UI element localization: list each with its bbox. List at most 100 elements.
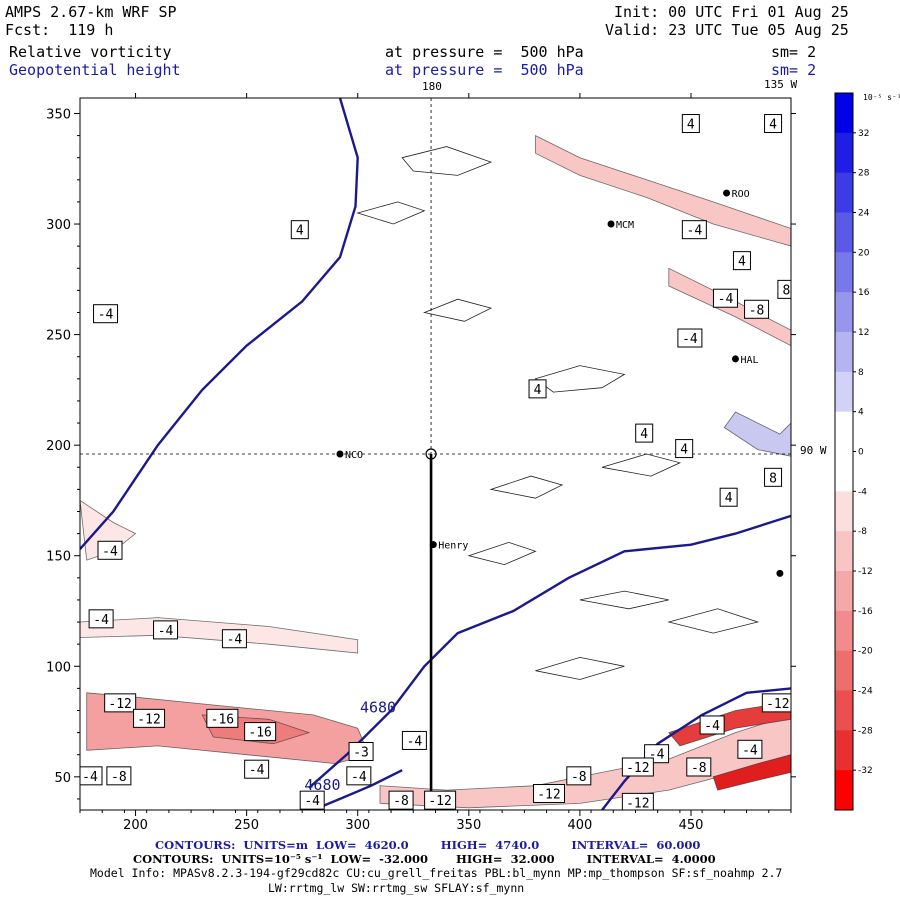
- y-tick-label-2: 150: [46, 550, 71, 565]
- contour-label-box-9: [244, 722, 277, 742]
- colorbar-label-12: -16: [858, 607, 873, 617]
- contour-label-34: -4: [718, 292, 734, 307]
- colorbar-segment-14: [835, 650, 853, 691]
- contour-label-43: -4: [893, 332, 900, 347]
- colorbar-label-14: -24: [858, 687, 873, 697]
- colorbar-segment-3: [835, 212, 853, 253]
- station-label-2: MCM: [616, 220, 634, 231]
- station-dot-2: [607, 220, 615, 228]
- station-dot-5: [776, 569, 784, 577]
- vorticity-contour-2: [423, 298, 493, 322]
- contour-label-box-31: [719, 487, 738, 507]
- contour-label-box-22: [621, 757, 654, 777]
- contour-label-box-24: [699, 715, 725, 735]
- contour-label-box-14: [244, 759, 270, 779]
- height-label-1: 4680: [304, 776, 340, 794]
- vorticity-band-5: [535, 134, 791, 247]
- colorbar-segment-15: [835, 690, 853, 731]
- x-tick-label-0: 200: [123, 818, 148, 833]
- y-tick-label-3: 200: [46, 439, 71, 454]
- contour-label-12: -4: [82, 770, 98, 785]
- contour-label-box-33: [677, 328, 703, 348]
- contour-label-box-35: [744, 299, 770, 319]
- contour-label-25: -4: [742, 743, 758, 758]
- model-title: AMPS 2.67-km WRF SP: [5, 3, 177, 21]
- station-label-1: Henry: [438, 541, 468, 552]
- colorbar-segment-2: [835, 172, 853, 213]
- contour-label-31: 4: [725, 491, 733, 506]
- contour-label-8: -16: [211, 712, 234, 727]
- y-tick-label-5: 300: [46, 218, 71, 233]
- contour-label-box-20: [566, 766, 592, 786]
- footer-model-info: Model Info: MPASv8.2.3-194-gf29cd82c CU:…: [90, 866, 783, 880]
- contour-label-32: 8: [769, 471, 777, 486]
- contour-label-35: -8: [749, 303, 765, 318]
- contour-label-box-28: [528, 379, 547, 399]
- contour-label-box-3: [88, 609, 114, 629]
- height-contour-2: [601, 687, 791, 810]
- colorbar-label-9: -4: [858, 487, 867, 497]
- colorbar-label-15: -28: [858, 726, 873, 736]
- colorbar-unit: 10⁻⁵ s⁻¹: [863, 93, 900, 102]
- contour-label-28: 4: [534, 383, 542, 398]
- colorbar-label-8: 0: [858, 448, 864, 458]
- contour-label-37: -4: [864, 336, 880, 351]
- vorticity-band-7: [723, 411, 791, 457]
- colorbar-segment-17: [835, 770, 853, 811]
- contour-label-box-4: [153, 620, 179, 640]
- colorbar-label-0: 32: [858, 129, 869, 139]
- colorbar-label-10: -8: [858, 527, 867, 537]
- vorticity-contour-1: [534, 365, 626, 393]
- vorticity-band-8: [80, 617, 359, 654]
- colorbar-segment-6: [835, 332, 853, 373]
- station-dot-1: [429, 541, 437, 549]
- x-tick-label-5: 450: [679, 818, 704, 833]
- contour-label-0: 4: [296, 224, 304, 239]
- contour-label-10: -3: [353, 746, 369, 761]
- colorbar-segment-7: [835, 371, 853, 413]
- contour-label-9: -16: [248, 726, 271, 741]
- contour-label-40: -4: [687, 224, 703, 239]
- colorbar-segment-13: [835, 610, 853, 652]
- vorticity-contour-7: [667, 608, 760, 634]
- contour-label-13: -8: [111, 770, 127, 785]
- contour-label-11: -4: [407, 734, 423, 749]
- init-time: Init: 00 UTC Fri 01 Aug 25: [614, 3, 849, 21]
- contour-label-7: -12: [137, 712, 160, 727]
- contour-label-23: -8: [691, 761, 707, 776]
- contour-label-33: -4: [682, 332, 698, 347]
- colorbar-label-4: 16: [858, 288, 870, 298]
- contour-label-2: -4: [102, 544, 118, 559]
- y-tick-label-4: 250: [46, 329, 71, 344]
- contour-label-box-34: [712, 288, 738, 308]
- contour-label-42: 4: [769, 118, 777, 133]
- contour-label-box-18: [424, 790, 457, 810]
- contour-label-box-25: [737, 739, 763, 759]
- colorbar-segment-4: [835, 252, 853, 293]
- footer-height-contours: CONTOURS: UNITS=m LOW= 4620.0 HIGH= 4740…: [155, 838, 701, 852]
- contour-label-box-29: [635, 423, 654, 443]
- contour-label-17: -8: [393, 794, 409, 809]
- contour-label-box-12: [80, 766, 103, 786]
- station-label-4: HAL: [740, 355, 758, 366]
- contour-label-19: -12: [537, 788, 560, 803]
- vorticity-contour-0: [401, 146, 493, 176]
- colorbar-segment-16: [835, 730, 853, 771]
- contour-label-box-11: [401, 730, 427, 750]
- y-tick-label-0: 50: [54, 771, 71, 786]
- field2-name: Geopotential height: [9, 61, 181, 79]
- colorbar-segment-12: [835, 571, 853, 612]
- contour-label-box-17: [388, 790, 414, 810]
- contour-label-box-40: [681, 220, 707, 240]
- vorticity-contour-6: [579, 590, 669, 610]
- contour-label-29: 4: [640, 427, 648, 442]
- contour-label-36: -4: [809, 317, 825, 332]
- contour-label-box-2: [97, 540, 123, 560]
- colorbar-segment-10: [835, 491, 853, 532]
- height-label-0: 4680: [360, 699, 396, 717]
- contour-label-box-26: [761, 693, 791, 713]
- contour-label-box-42: [764, 114, 783, 134]
- contour-label-box-36: [805, 314, 829, 332]
- contour-label-box-19: [532, 784, 565, 804]
